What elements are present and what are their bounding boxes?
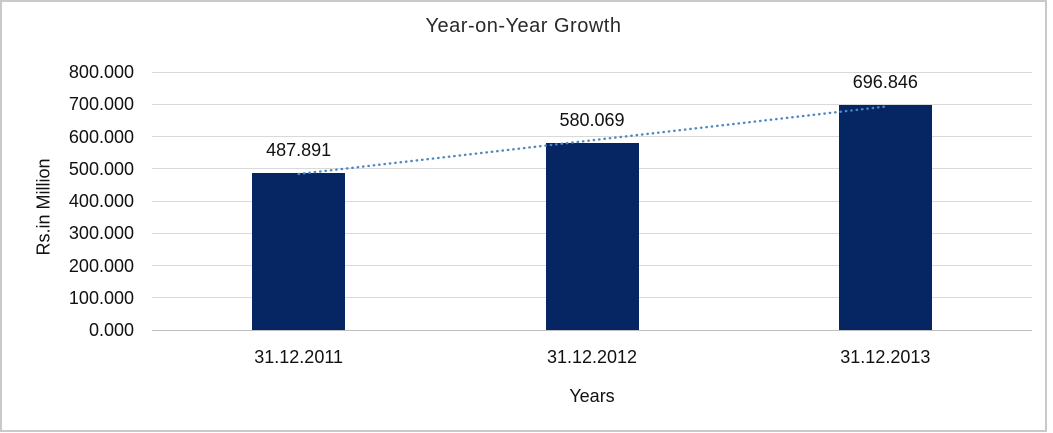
x-tick-label: 31.12.2011 (254, 347, 344, 367)
x-tick-label: 31.12.2013 (840, 347, 931, 367)
x-axis-line (152, 329, 1032, 331)
data-label: 580.069 (559, 109, 625, 130)
gridline (152, 71, 1032, 73)
y-tick-label: 800.000 (68, 62, 134, 82)
data-label: 696.846 (852, 72, 918, 93)
y-tick-label: 500.000 (68, 158, 134, 179)
bar-31.12.2013 (838, 105, 932, 330)
y-tick-label: 300.000 (68, 223, 134, 244)
y-tick-label: 700.000 (68, 94, 134, 115)
data-label: 487.891 (266, 139, 332, 160)
gridline (152, 103, 1032, 105)
bar-31.12.2012 (545, 142, 639, 330)
chart-title: Year-on-Year Growth (425, 15, 622, 37)
y-tick-label: 0.000 (88, 320, 134, 340)
y-tick-label: 400.000 (68, 191, 134, 211)
x-axis-title: Years (569, 386, 615, 406)
bar-31.12.2011 (252, 172, 346, 330)
y-tick-label: 100.000 (68, 287, 134, 308)
x-tick-label: 31.12.2012 (546, 347, 638, 367)
y-tick-label: 200.000 (68, 255, 134, 276)
y-tick-label: 600.000 (68, 126, 134, 147)
